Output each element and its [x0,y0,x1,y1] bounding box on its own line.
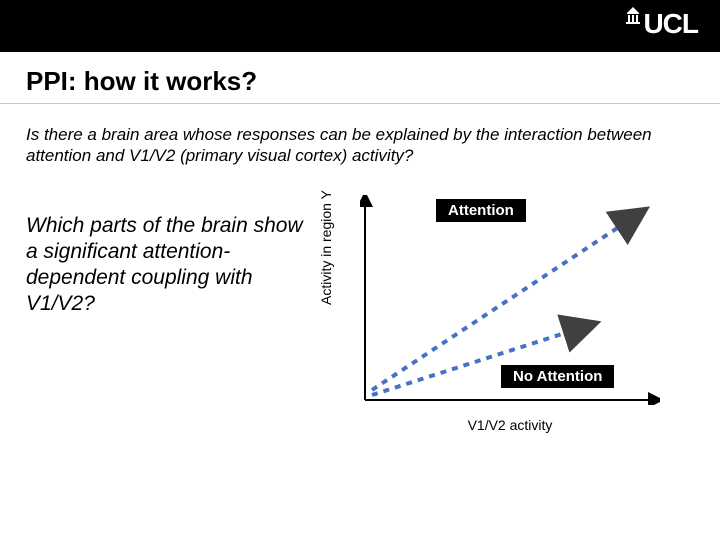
dome-icon [625,6,641,27]
series-attention [372,213,640,390]
ucl-logo: UCL [625,8,698,40]
question-text: Is there a brain area whose responses ca… [0,114,720,167]
content-row: Which parts of the brain show a signific… [0,167,720,455]
slide-title: PPI: how it works? [26,66,694,97]
x-axis-label: V1/V2 activity [360,417,660,433]
header-bar: UCL [0,0,720,52]
no-attention-badge: No Attention [501,365,614,388]
left-question: Which parts of the brain show a signific… [26,195,306,318]
title-area: PPI: how it works? [0,52,720,104]
logo-text: UCL [643,8,698,40]
y-axis-label: Activity in region Y [318,190,334,305]
chart-container: Activity in region Y Attention No Attent… [326,195,686,455]
attention-badge: Attention [436,199,526,222]
